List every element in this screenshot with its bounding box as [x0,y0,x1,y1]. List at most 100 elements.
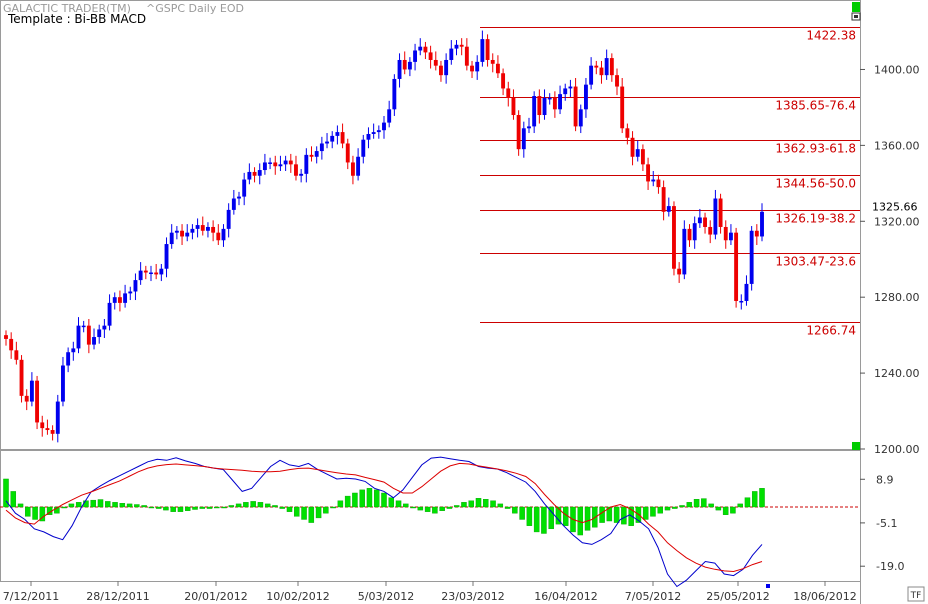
date-tick-label: 7/12/2011 [3,590,59,603]
right-axis-area [861,0,928,604]
date-tick-label: 10/02/2012 [266,590,329,603]
candle-up [330,135,335,142]
price-tick-label: 1320.00 [874,215,920,228]
macd-histogram-bar [548,506,554,530]
macd-histogram-bar [381,492,387,508]
macd-histogram-bar [344,495,351,508]
candle-up [366,133,371,140]
macd-histogram-bar [664,506,671,511]
macd-histogram-bar [424,506,431,512]
candle-down [252,171,257,176]
price-tick-label: 1200.00 [874,443,920,456]
macd-histogram-bar [759,488,765,508]
template-label: Template : Bi-BB MACD [8,12,147,26]
macd-histogram-bar [10,491,17,508]
candle-down [19,359,24,396]
candle-up [760,211,764,237]
candle-down [672,206,676,269]
candle-up [356,156,361,176]
panel-resize-handle-top[interactable] [852,2,860,12]
macd-histogram-bar [388,497,395,508]
candle-down [423,46,428,53]
macd-histogram-bar [243,502,249,508]
candle-down [485,39,490,60]
candle-down [24,395,29,402]
price-tick-label: 1400.00 [874,63,920,76]
macd-histogram-bar [526,506,533,526]
panel-resize-handle-mid[interactable] [852,442,860,450]
macd-histogram-bar [32,506,38,520]
candle-down [180,230,184,237]
macd-histogram-bar [228,505,235,508]
candle-down [516,115,521,150]
candle-up [76,325,81,349]
fib-level-label: 1326.19-38.2 [775,212,856,226]
candle-down [640,149,645,165]
candle-up [547,97,552,100]
candle-down [677,268,682,275]
macd-histogram-bar [613,506,620,523]
candle-down [45,428,50,431]
macd-histogram-bar [330,506,336,509]
macd-histogram-bar [701,498,707,508]
candle-up [532,96,537,127]
candle-up [138,270,143,281]
candle-down [86,325,91,345]
candle-down [439,65,443,76]
candle-down [599,67,604,76]
candle-down [40,422,45,429]
candle-down [490,59,495,64]
macd-histogram-bar [650,506,656,517]
fib-level-label: 1344.56-50.0 [775,177,856,191]
macd-histogram-bar [279,506,285,509]
macd-histogram-bar [119,503,126,508]
candle-down [501,73,506,89]
candle-up [563,88,568,95]
candle-down [200,225,205,231]
candle-up [418,46,423,51]
macd-histogram-bar [17,503,24,508]
candle-up [521,128,526,150]
candle-down [511,97,516,116]
candle-up [262,162,267,171]
macd-histogram-bar [68,503,75,508]
macd-histogram-bar [352,492,358,508]
candle-down [464,46,469,66]
macd-histogram-bar [722,506,729,515]
candle-down [345,143,350,163]
macd-histogram-bar [301,506,307,520]
date-tick-label: 5/03/2012 [358,590,414,603]
candle-up [268,162,273,164]
candle-down [402,59,407,70]
candle-down [216,232,221,241]
macd-histogram-bar [25,506,31,517]
candle-up [107,302,112,326]
candle-up [454,44,459,49]
fibonacci-levels: 1422.38 1385.65-76.4 1362.93-61.8 1344.56-5… [480,27,860,338]
tf-button[interactable] [907,586,925,602]
last-price-label: 1325.66 [872,201,918,214]
macd-histogram-bar [395,500,402,508]
macd-histogram-bar [257,502,264,508]
macd-histogram-bar [483,499,489,508]
macd-histogram-bar [3,478,9,508]
macd-histogram-bar [446,506,453,509]
candle-down [615,75,619,87]
panel-toggle-icon-inner [854,15,858,18]
macd-histogram-bar [61,506,67,509]
tf-button-label: TF [910,591,922,601]
macd-histogram-bar [584,506,591,531]
macd-histogram-bar [642,506,649,520]
candle-down [646,164,651,182]
candle-up [102,325,107,330]
macd-line [5,456,763,588]
macd-histogram-bar [148,506,155,509]
macd-histogram-bar [112,502,118,508]
date-tick-label: 23/03/2012 [441,590,504,603]
fib-level-label: 1422.38 [806,29,856,43]
candle-down [14,350,19,360]
candle-up [164,244,169,269]
candle-up [226,209,231,229]
candle-down [273,162,278,167]
